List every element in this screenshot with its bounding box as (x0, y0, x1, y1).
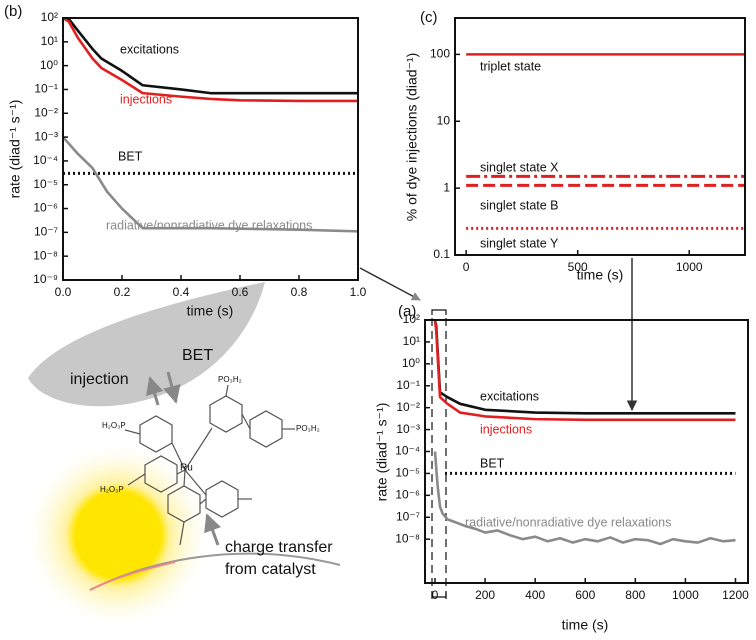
panel-label: (c) (420, 9, 438, 26)
series-label: radiative/nonradiative dye relaxations (106, 218, 312, 232)
diagram-text: charge transfer (225, 539, 333, 556)
x-tick-label: 1.0 (350, 285, 367, 299)
x-tick-label: 1000 (676, 260, 703, 274)
chain-red (89, 561, 176, 591)
series-label: injections (480, 422, 532, 436)
group-label: PO₃H₂ (296, 424, 320, 433)
y-tick-label: 10⁻³ (34, 129, 58, 143)
x-tick-label: 1000 (672, 588, 699, 602)
x-tick-label: 0.8 (291, 285, 308, 299)
series-label: radiative/nonradiative dye relaxations (465, 515, 671, 529)
y-tick-label: 10⁻⁸ (33, 248, 58, 262)
y-tick-label: 10⁻¹ (396, 378, 420, 392)
diagram: injection BET charge transfer from catal… (23, 282, 341, 630)
y-tick-label: 10⁻⁵ (395, 466, 420, 480)
molecule (124, 384, 295, 546)
x-tick-label: 0.4 (173, 285, 190, 299)
x-tick-label: 500 (568, 260, 588, 274)
series-line (63, 18, 358, 95)
x-tick-label: 400 (525, 588, 545, 602)
diagram-text: from catalyst (225, 561, 316, 578)
x-axis-title: time (s) (187, 303, 234, 319)
plot-area (433, 320, 736, 546)
series-label: triplet state (480, 59, 541, 73)
series-line (433, 320, 736, 422)
y-tick-label: 10⁻⁵ (33, 177, 58, 191)
y-tick-label: 100 (430, 47, 450, 61)
y-tick-label: 10⁰ (40, 58, 58, 72)
x-tick-label: 200 (475, 588, 495, 602)
y-tick-label: 10⁻⁶ (395, 488, 420, 502)
x-tick-label: 1200 (722, 588, 749, 602)
diagram-text: BET (182, 347, 213, 364)
x-tick-label: 0.6 (232, 285, 249, 299)
y-tick-label: 10⁻⁶ (33, 201, 58, 215)
diagram-text: injection (70, 371, 129, 388)
y-tick-label: 1 (443, 180, 450, 194)
y-tick-label: 10⁻⁷ (396, 509, 420, 523)
y-axis-title: rate (diad⁻¹ s⁻¹) (7, 100, 23, 199)
axes-frame (62, 17, 359, 281)
series-label: singlet state Y (480, 236, 559, 250)
y-axis-title: % of dye injections (diad⁻¹) (404, 53, 420, 221)
x-tick-label: 0 (463, 260, 470, 274)
group-label: H₂O₃P (102, 421, 126, 430)
y-tick-label: 10⁰ (402, 356, 420, 370)
x-tick-label: 0 (432, 588, 439, 602)
arrow-charge (204, 513, 222, 546)
panel-label: (b) (4, 3, 22, 20)
sun (80, 497, 156, 573)
y-tick-label: 10⁻¹ (34, 82, 58, 96)
y-tick-label: 10² (41, 10, 58, 24)
panel-label: (a) (398, 303, 416, 320)
x-tick-label: 800 (625, 588, 645, 602)
series-line (63, 18, 358, 103)
x-tick-label: 0.2 (114, 285, 131, 299)
series-label: BET (118, 149, 143, 163)
y-tick-label: 10⁻⁷ (34, 225, 58, 239)
series-label: excitations (120, 42, 179, 56)
series-label: singlet state X (480, 160, 559, 174)
connector-arrow (359, 267, 421, 301)
y-tick-label: 10¹ (403, 334, 420, 348)
group-label: PO₃H₂ (218, 375, 242, 384)
axes-frame (454, 17, 746, 256)
plot-area (63, 18, 358, 233)
y-tick-label: 0.1 (433, 247, 450, 261)
y-tick-label: 10⁻² (34, 105, 58, 119)
y-tick-label: 10⁻⁸ (395, 531, 420, 545)
zoom-marker (431, 309, 447, 600)
y-tick-label: 10⁻² (396, 400, 420, 414)
axes-frame (424, 319, 749, 584)
arrow-injection (145, 376, 164, 406)
x-tick-label: 0.0 (55, 285, 72, 299)
y-tick-label: 10⁻⁹ (33, 272, 58, 286)
arrow-bet (163, 371, 181, 404)
electrode (28, 282, 265, 407)
y-tick-label: 10⁻⁴ (395, 444, 420, 458)
y-tick-label: 10 (437, 113, 451, 127)
series-line (63, 136, 358, 233)
group-label: H₂O₃P (100, 485, 124, 494)
series-label: BET (480, 456, 505, 470)
x-axis-title: time (s) (577, 267, 624, 283)
series-label: injections (120, 92, 172, 106)
y-tick-label: 10⁻⁴ (33, 153, 58, 167)
y-tick-label: 10⁻³ (396, 422, 420, 436)
y-axis-title: rate (diad⁻¹ s⁻¹) (374, 403, 390, 502)
series-label: excitations (480, 389, 539, 403)
metal-label: Ru (180, 463, 193, 474)
y-tick-label: 10² (403, 312, 420, 326)
y-tick-label: 10¹ (41, 34, 58, 48)
plot-area (466, 53, 745, 230)
x-axis-title: time (s) (562, 617, 609, 633)
series-label: singlet state B (480, 198, 559, 212)
x-tick-label: 600 (575, 588, 595, 602)
series-line (433, 451, 736, 546)
